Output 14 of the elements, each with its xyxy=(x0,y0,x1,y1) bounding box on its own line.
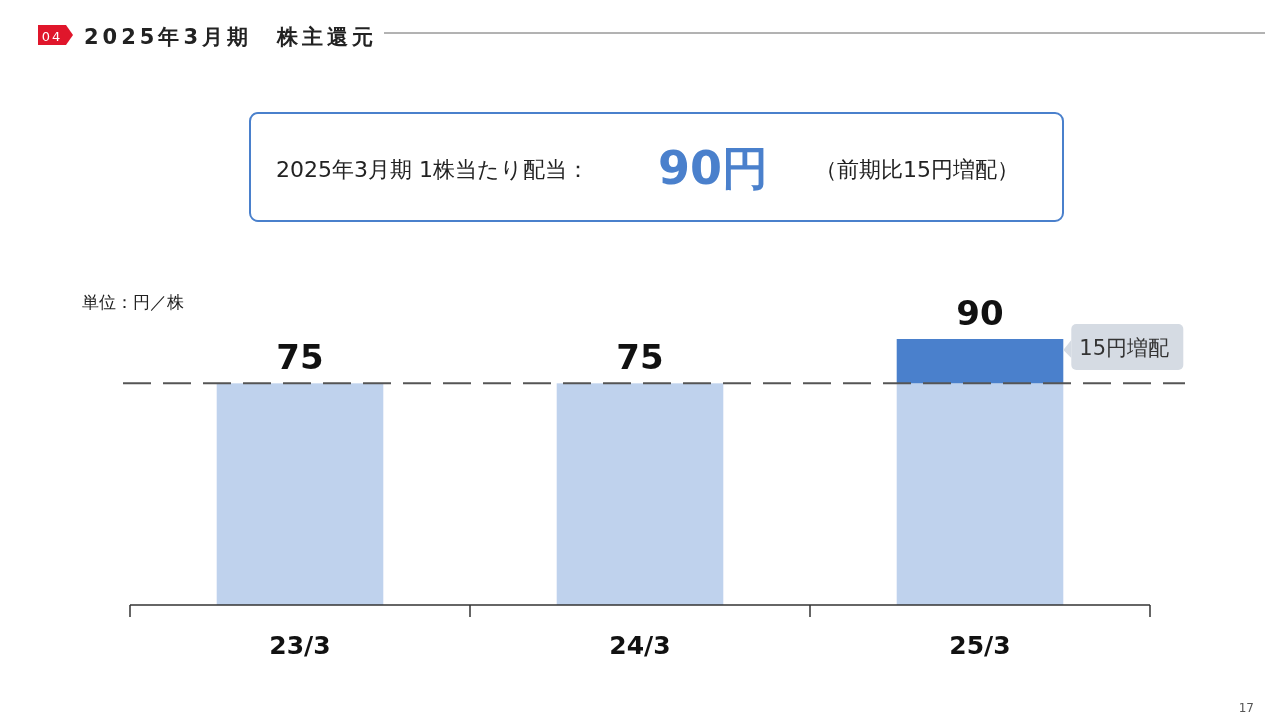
chart-title: 2025年3月期 株主還元 xyxy=(84,25,378,49)
data-label: 15円増配 xyxy=(1079,336,1170,360)
text: （前期比15円増配） xyxy=(815,157,1019,182)
text: 17 xyxy=(1238,701,1254,715)
data-label: 75 xyxy=(616,337,664,378)
x-tick-label: 23/3 xyxy=(269,631,331,660)
text: 04 xyxy=(41,29,63,44)
text: 90円 xyxy=(658,141,769,195)
data-label: 75 xyxy=(276,337,324,378)
text: 2025年3月期 1株当たり配当： xyxy=(276,157,589,182)
x-tick-label: 25/3 xyxy=(949,631,1011,660)
y-axis-title: 単位：円／株 xyxy=(82,292,184,312)
x-tick-label: 24/3 xyxy=(609,631,671,660)
total-label: 90 xyxy=(956,293,1004,333)
